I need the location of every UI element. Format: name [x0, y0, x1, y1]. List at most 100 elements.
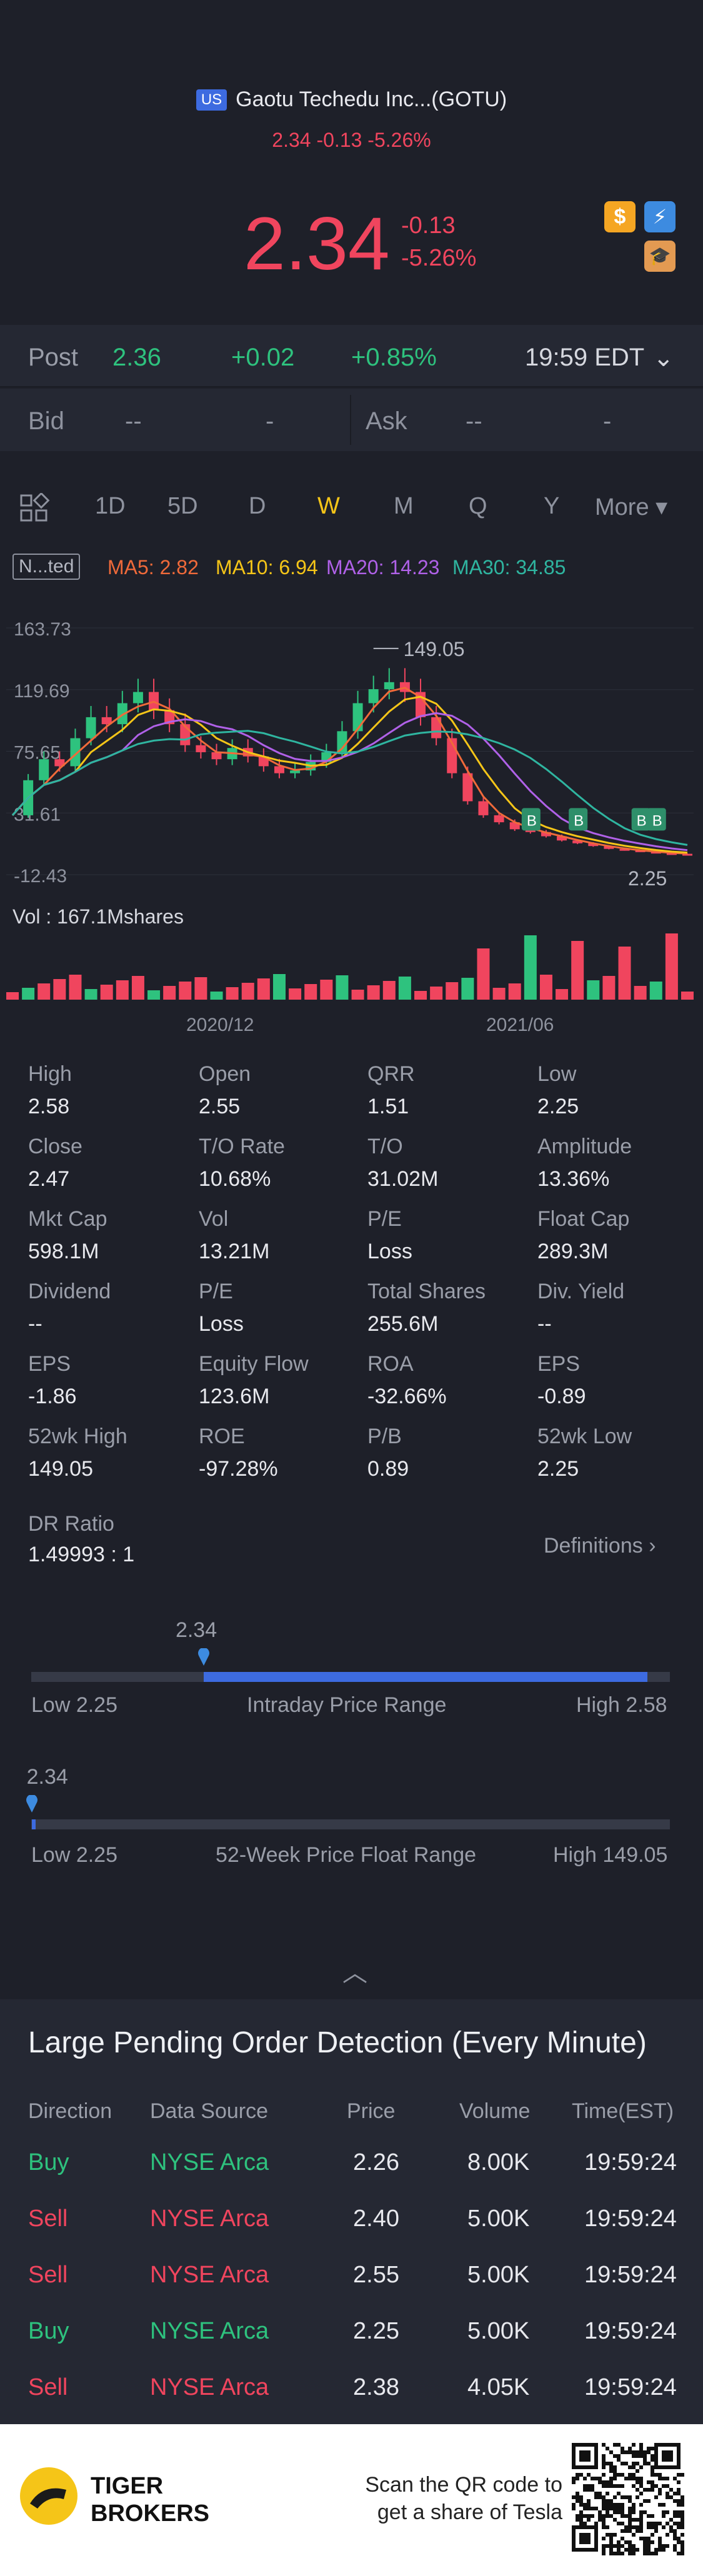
- qr-module: [677, 2492, 681, 2495]
- chevron-up-icon[interactable]: ︿: [342, 1959, 367, 1987]
- qr-module: [628, 2522, 632, 2525]
- tab-more[interactable]: More ▾: [595, 494, 668, 520]
- tab-5d[interactable]: 5D: [167, 493, 198, 519]
- stock-title[interactable]: Gaotu Techedu Inc...(GOTU): [236, 87, 507, 111]
- graduation-cap-icon[interactable]: 🎓: [644, 241, 676, 272]
- qr-module: [658, 2477, 662, 2480]
- definitions-link[interactable]: Definitions ›: [544, 1534, 656, 1558]
- qr-module: [579, 2465, 583, 2469]
- volume-bar: [414, 991, 427, 1000]
- volume-label: Vol : 167.1Mshares: [12, 905, 184, 928]
- qr-module: [624, 2529, 628, 2533]
- qr-module: [632, 2465, 636, 2469]
- qr-module: [583, 2465, 587, 2469]
- volume-bar: [304, 984, 317, 1000]
- grid-icon[interactable]: [19, 493, 50, 524]
- volume-bar: [116, 980, 129, 1000]
- stat-value: -0.89: [537, 1385, 586, 1408]
- qr-module: [677, 2473, 681, 2477]
- qr-module: [598, 2477, 602, 2480]
- volume-bar: [634, 986, 647, 1000]
- tab-m[interactable]: M: [394, 493, 414, 519]
- week52-low: Low 2.25: [31, 1843, 117, 1867]
- qr-module: [639, 2465, 643, 2469]
- qr-module: [613, 2465, 617, 2469]
- qr-module: [639, 2522, 643, 2525]
- stat-label: Equity Flow: [199, 1352, 309, 1376]
- qr-module: [587, 2514, 591, 2518]
- qr-module: [602, 2514, 606, 2518]
- dollar-icon[interactable]: $: [604, 201, 636, 232]
- qr-module: [594, 2443, 598, 2447]
- qr-module: [647, 2514, 651, 2518]
- pending-cell: Buy: [28, 2318, 69, 2344]
- qr-module: [572, 2533, 576, 2537]
- qr-module: [606, 2533, 609, 2537]
- volume-bar: [84, 989, 97, 1000]
- bid-price: --: [125, 407, 142, 435]
- qr-module: [639, 2503, 643, 2507]
- qr-module: [677, 2454, 681, 2458]
- qr-module: [639, 2537, 643, 2540]
- chevron-down-icon[interactable]: ⌄: [653, 344, 674, 372]
- qr-module: [594, 2492, 598, 2495]
- qr-module: [647, 2462, 651, 2465]
- range-section: 2.34 Low 2.25 Intraday Price Range High …: [0, 1612, 703, 1874]
- qr-module: [624, 2548, 628, 2552]
- flash-icon[interactable]: ⚡: [644, 201, 676, 232]
- buy-marker-label: B: [527, 812, 537, 829]
- candle-body: [368, 689, 379, 704]
- qr-module: [613, 2544, 617, 2548]
- qr-module: [583, 2450, 587, 2454]
- qr-module: [639, 2529, 643, 2533]
- stat-label: ROA: [367, 1352, 414, 1376]
- qr-module: [587, 2450, 591, 2454]
- post-change: +0.02: [231, 344, 295, 371]
- dr-ratio-value: 1.49993 : 1: [28, 1543, 135, 1566]
- intraday-low: Low 2.25: [31, 1693, 117, 1717]
- qr-module: [579, 2503, 583, 2507]
- stat-value: 2.25: [537, 1457, 579, 1481]
- qr-module: [639, 2510, 643, 2514]
- qr-module: [606, 2447, 609, 2450]
- tab-q[interactable]: Q: [469, 493, 487, 519]
- qr-module: [636, 2548, 639, 2552]
- tab-y[interactable]: Y: [544, 493, 560, 519]
- qr-module: [677, 2447, 681, 2450]
- qr-module: [579, 2533, 583, 2537]
- volume-bar: [131, 976, 144, 1000]
- qr-module: [576, 2492, 579, 2495]
- qr-module: [624, 2462, 628, 2465]
- tab-w[interactable]: W: [317, 493, 340, 519]
- qr-module: [628, 2510, 632, 2514]
- qr-module: [621, 2544, 624, 2548]
- qr-module: [681, 2544, 684, 2548]
- x-tick-label: 2020/12: [186, 1015, 254, 1035]
- qr-module: [613, 2510, 617, 2514]
- qr-module: [609, 2503, 613, 2507]
- qr-module: [609, 2552, 613, 2555]
- qr-module: [654, 2473, 658, 2477]
- footer-banner[interactable]: TIGER BROKERS Scan the QR code to get a …: [0, 2424, 703, 2576]
- qr-module: [624, 2540, 628, 2544]
- qr-module: [666, 2450, 669, 2454]
- post-time[interactable]: 19:59 EDT: [525, 344, 645, 371]
- volume-bar: [272, 974, 286, 1000]
- qr-module: [624, 2514, 628, 2518]
- qr-module: [602, 2544, 606, 2548]
- qr-module: [572, 2447, 576, 2450]
- tab-d[interactable]: D: [249, 493, 266, 519]
- stat-value: 31.02M: [367, 1167, 439, 1191]
- candle-body: [54, 759, 65, 767]
- stat-value: -97.28%: [199, 1457, 278, 1481]
- intraday-fill: [203, 1672, 648, 1682]
- indicator-selector[interactable]: N...ted: [12, 554, 81, 580]
- qr-module: [666, 2533, 669, 2537]
- tab-1d[interactable]: 1D: [95, 493, 126, 519]
- indicator-row: N...ted MA5: 2.82 MA10: 6.94 MA20: 14.23…: [0, 550, 703, 587]
- qr-module: [587, 2548, 591, 2552]
- qr-code-icon[interactable]: [572, 2443, 684, 2555]
- intraday-current: 2.34: [175, 1618, 217, 1642]
- qr-module: [651, 2469, 654, 2473]
